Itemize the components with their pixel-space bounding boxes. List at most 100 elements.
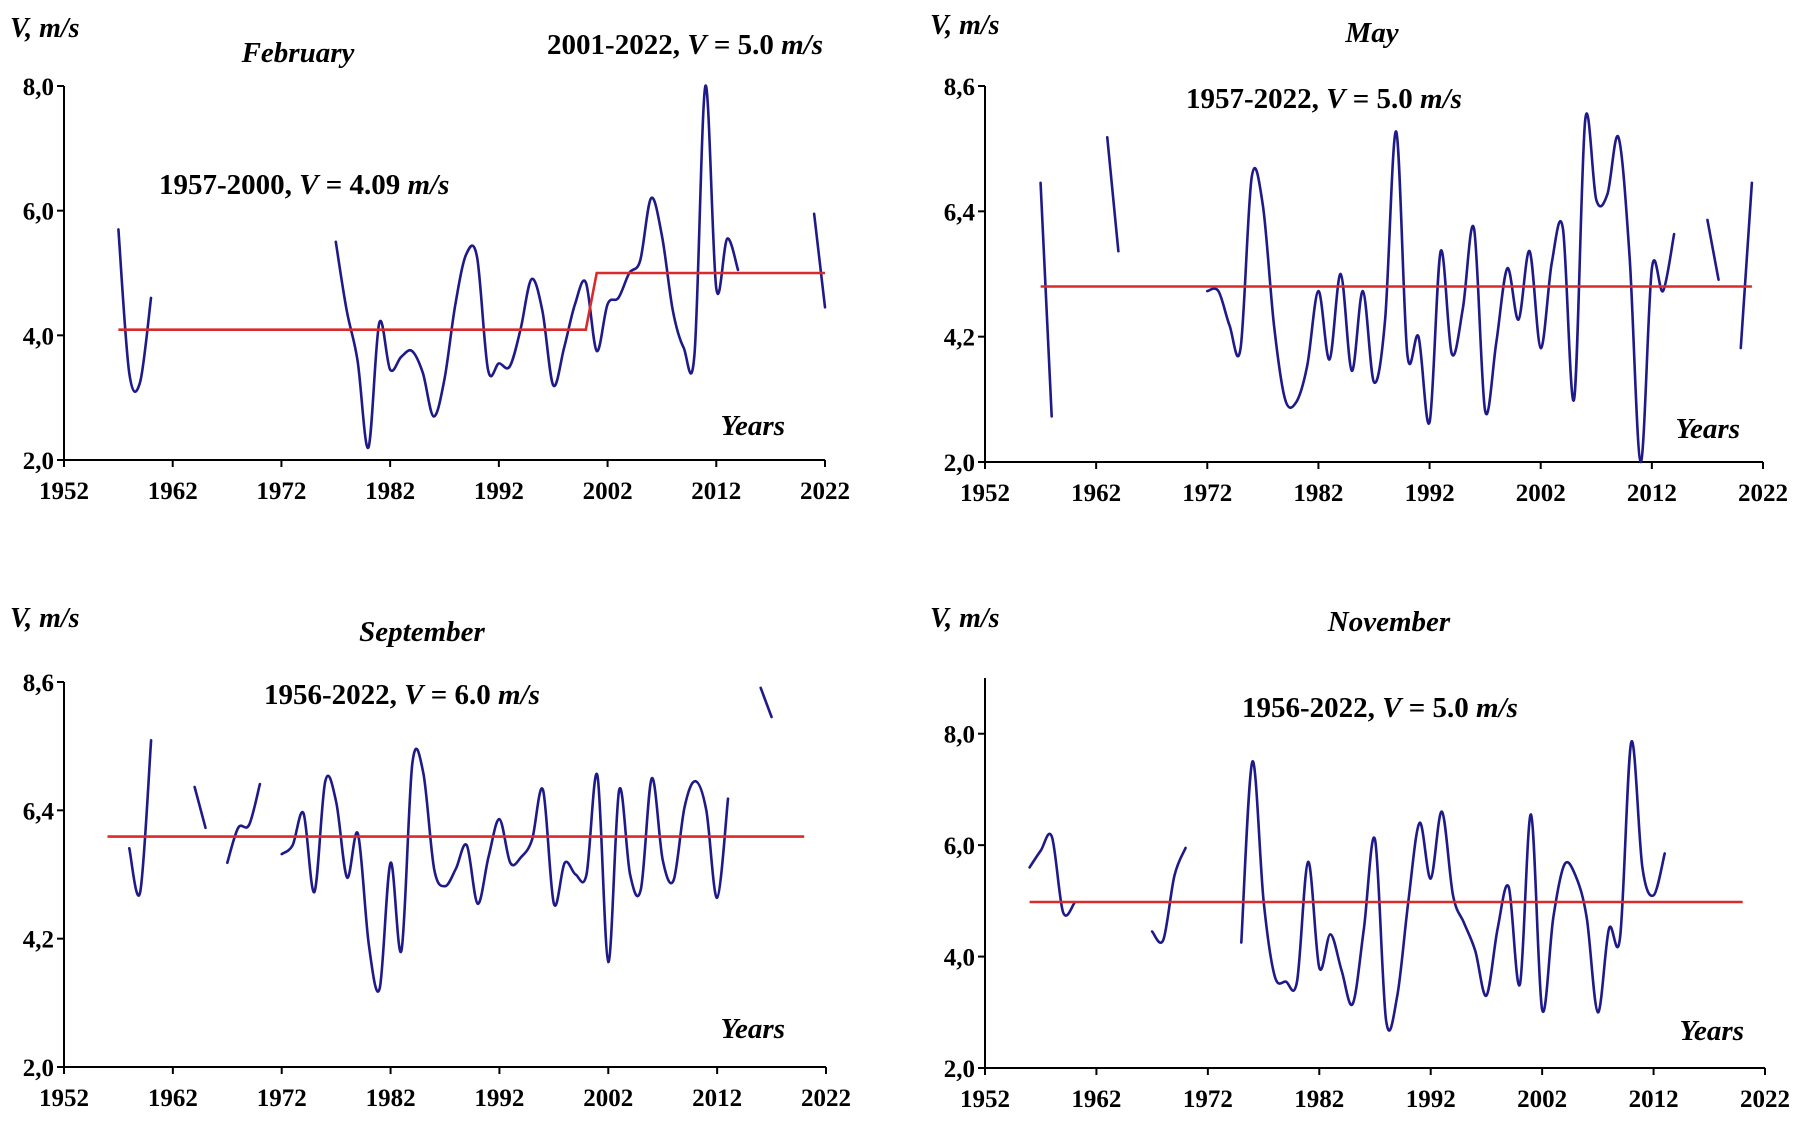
x-tick-label: 1982	[366, 1085, 416, 1112]
x-tick-label: 1962	[1071, 480, 1121, 507]
wind-speed-series-line	[1105, 135, 1120, 253]
x-tick-label: 1972	[257, 1085, 307, 1112]
y-tick-label: 4,2	[944, 325, 975, 352]
annotation-period: 1957-2000,	[159, 169, 299, 201]
period-mean-annotation: 1956-2022, V = 6.0 m/s	[264, 679, 540, 711]
x-tick-label: 2022	[1738, 480, 1788, 507]
x-tick-label: 2012	[692, 1085, 742, 1112]
mean-line	[118, 271, 825, 331]
wind-speed-series-line	[128, 739, 153, 897]
annotation-period: 1956-2022,	[1242, 692, 1382, 724]
x-tick-label: 1952	[39, 478, 89, 505]
y-tick-label: 4,0	[944, 945, 975, 972]
x-tick-label: 1982	[365, 478, 415, 505]
x-axis-label: Years	[1680, 1015, 1744, 1047]
annotation-variable: V	[299, 169, 321, 201]
x-tick-label: 1952	[960, 1086, 1010, 1113]
x-tick-label: 2002	[1517, 1086, 1567, 1113]
x-tick-label: 1972	[256, 478, 306, 505]
x-tick-label: 2012	[1629, 1086, 1679, 1113]
y-tick-label: 4,2	[23, 927, 54, 954]
y-tick-label: 2,0	[23, 448, 54, 475]
period-mean-annotation: 2001-2022, V = 5.0 m/s	[547, 29, 823, 61]
wind-speed-series-line	[117, 228, 153, 393]
y-axis-label: V, m/s	[930, 603, 1000, 634]
wind-speed-series-line	[1240, 740, 1666, 1032]
x-tick-label: 1992	[1405, 480, 1455, 507]
x-axis-label: Years	[1676, 413, 1740, 445]
x-tick-label: 2022	[801, 1085, 851, 1112]
chart-title: February	[241, 37, 355, 69]
wind-speed-series-line	[1150, 846, 1187, 944]
chart-title: November	[1327, 606, 1451, 638]
annotation-value: = 5.0	[1402, 692, 1477, 724]
period-mean-annotation: 1957-2022, V = 5.0 m/s	[1186, 83, 1462, 115]
y-tick-label: 8,0	[23, 74, 54, 101]
x-axis-label: Years	[721, 1013, 785, 1045]
period-mean-annotation: 1957-2000, V = 4.09 m/s	[159, 169, 449, 201]
wind-speed-series-line	[280, 747, 730, 993]
wind-speed-series-line	[226, 782, 262, 865]
y-tick-label: 8,0	[944, 722, 975, 749]
wind-speed-series-line	[812, 212, 827, 309]
period-mean-annotation: 1956-2022, V = 5.0 m/s	[1242, 692, 1518, 724]
annotation-period: 1957-2022,	[1186, 83, 1326, 115]
x-tick-label: 2012	[1627, 480, 1677, 507]
annotation-value: = 5.0	[1346, 83, 1421, 115]
chart-panel-november: 2,0 4,0 6,0 8,0 1952 1962 1972 1982 1992 2002 2012…	[930, 603, 1790, 1113]
wind-speed-series-line	[1706, 218, 1720, 281]
chart-panel-february: 2,0 4,0 6,0 8,0 1952 1962 1972 1982 1992 2002 2012…	[10, 13, 850, 505]
y-tick-label: 8,6	[23, 670, 54, 697]
x-tick-label: 1992	[474, 478, 524, 505]
annotation-variable: V	[1382, 692, 1404, 724]
x-axis-label: Years	[721, 410, 785, 442]
wind-speed-series-line	[1206, 112, 1676, 464]
x-tick-label: 2012	[691, 478, 741, 505]
wind-speed-series-line	[759, 686, 773, 719]
wind-speed-series-line	[1028, 832, 1076, 917]
y-tick-label: 6,4	[23, 798, 55, 825]
y-axis-label: V, m/s	[930, 10, 1000, 41]
y-tick-label: 2,0	[23, 1055, 54, 1082]
y-tick-label: 6,0	[23, 199, 54, 226]
x-tick-label: 1962	[148, 478, 198, 505]
x-tick-label: 1982	[1293, 480, 1343, 507]
x-tick-label: 1962	[148, 1085, 198, 1112]
annotation-unit: m/s	[1420, 83, 1462, 115]
annotation-value: = 4.09	[319, 169, 408, 201]
x-tick-label: 1972	[1183, 1086, 1233, 1113]
annotation-unit: m/s	[408, 169, 450, 201]
y-tick-label: 6,4	[944, 199, 976, 226]
x-tick-label: 1952	[960, 480, 1010, 507]
wind-speed-series-line	[193, 785, 207, 830]
chart-panel-may: 2,0 4,2 6,4 8,6 1952 1962 1972 1982 1992 2002 2012…	[930, 10, 1788, 507]
x-tick-label: 1992	[1406, 1086, 1456, 1113]
annotation-value: = 5.0	[707, 29, 782, 61]
annotation-unit: m/s	[1476, 692, 1518, 724]
annotation-period: 2001-2022,	[547, 29, 687, 61]
x-tick-label: 2002	[583, 1085, 633, 1112]
x-tick-label: 2002	[583, 478, 633, 505]
y-tick-label: 2,0	[944, 1056, 975, 1083]
annotation-unit: m/s	[781, 29, 823, 61]
annotation-period: 1956-2022,	[264, 679, 404, 711]
wind-speed-series-line	[1039, 181, 1053, 418]
x-tick-label: 2022	[1740, 1086, 1790, 1113]
chart-title: September	[359, 616, 485, 648]
y-tick-label: 8,6	[944, 74, 975, 101]
x-tick-label: 1982	[1294, 1086, 1344, 1113]
y-axis-label: V, m/s	[10, 13, 80, 44]
chart-panel-september: 2,0 4,2 6,4 8,6 1952 1962 1972 1982 1992 2002 2012…	[10, 603, 851, 1112]
x-tick-label: 1952	[39, 1085, 89, 1112]
chart-title: May	[1344, 17, 1398, 49]
x-tick-label: 1962	[1071, 1086, 1121, 1113]
wind-speed-series-line	[1739, 181, 1754, 350]
annotation-variable: V	[687, 29, 709, 61]
y-axis-label: V, m/s	[10, 603, 80, 634]
annotation-variable: V	[404, 679, 426, 711]
wind-speed-series-line	[334, 84, 740, 449]
x-tick-label: 2002	[1516, 480, 1566, 507]
y-tick-label: 6,0	[944, 833, 975, 860]
annotation-unit: m/s	[498, 679, 540, 711]
